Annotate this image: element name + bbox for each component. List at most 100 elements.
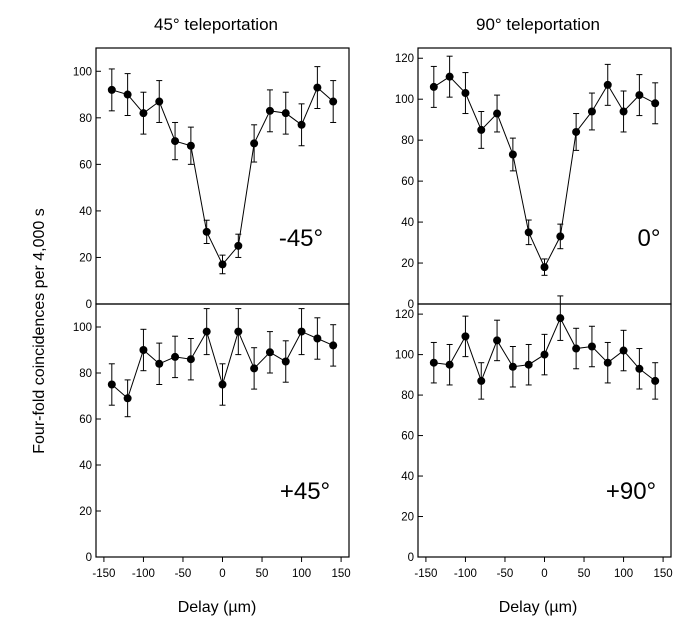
bottom-right-xtick-label: 50: [578, 568, 591, 580]
top-left-data-point: [107, 85, 116, 94]
bottom-left-xtick-label: -150: [92, 568, 115, 580]
bottom-left-data-point: [329, 341, 338, 350]
bottom-right-data-point: [445, 360, 454, 369]
bottom-left-data-point: [281, 357, 290, 366]
bottom-right-xtick-label: -100: [454, 568, 477, 580]
bottom-right-ytick-label: 0: [408, 552, 414, 564]
top-right-data-point: [635, 91, 644, 100]
bottom-left-data-point: [234, 327, 243, 336]
bottom-right-data-point: [572, 344, 581, 353]
bottom-left-ytick-label: 40: [79, 460, 92, 472]
bottom-right-data-point: [429, 358, 438, 367]
bottom-left-data-point: [218, 380, 227, 389]
top-right-data-point: [445, 72, 454, 81]
bottom-left-angle-label: +45°: [280, 478, 330, 505]
top-right-ytick-label: 40: [401, 217, 414, 229]
top-right-data-point: [477, 125, 486, 134]
bottom-right-angle-label: +90°: [606, 478, 656, 505]
top-left-data-point: [297, 120, 306, 129]
bottom-right-data-point: [493, 336, 502, 345]
bottom-left-panel: 0 20 40 60 80 100 -150 -100 -50 0 50 100 150 +45°: [73, 303, 351, 580]
bottom-left-xtick-label: 150: [332, 568, 351, 580]
bottom-left-ytick-label: 100: [73, 322, 92, 334]
bottom-right-ytick-label: 120: [395, 309, 414, 321]
bottom-left-ytick-label: 20: [79, 506, 92, 518]
top-right-data-point: [556, 232, 565, 241]
bottom-left-data-point: [202, 327, 211, 336]
top-right-data-point: [651, 99, 660, 108]
bottom-right-data-point: [556, 314, 565, 323]
bottom-right-data-point: [651, 376, 660, 385]
bottom-left-data-point: [265, 348, 274, 357]
top-left-data-point: [186, 141, 195, 150]
bottom-right-ytick-label: 20: [401, 512, 414, 524]
bottom-right-data-point: [603, 358, 612, 367]
bottom-right-ytick-label: 60: [401, 431, 414, 443]
bottom-right-data-point: [508, 362, 517, 371]
top-right-data-point: [619, 107, 628, 116]
top-right-series-line: [433, 76, 656, 269]
top-left-data-point: [265, 106, 274, 115]
top-left-ytick-label: 20: [79, 252, 92, 264]
bottom-right-data-point: [619, 346, 628, 355]
left-column-title: 45° teleportation: [154, 15, 278, 34]
bottom-right-data-point: [540, 350, 549, 359]
bottom-left-ytick-label: 0: [86, 552, 92, 564]
bottom-right-xtick-label: -50: [497, 568, 514, 580]
bottom-right-ytick-label: 80: [401, 390, 414, 402]
top-left-panel: 0 20 40 60 80 100 -45°: [73, 47, 350, 311]
top-left-data-point: [155, 97, 164, 106]
top-right-data-point: [587, 107, 596, 116]
top-right-ytick-label: 60: [401, 176, 414, 188]
bottom-right-ytick-label: 40: [401, 471, 414, 483]
right-column-title: 90° teleportation: [476, 15, 600, 34]
bottom-right-xtick-label: -150: [414, 568, 437, 580]
bottom-left-data-point: [171, 352, 180, 361]
top-right-data-point: [572, 127, 581, 136]
top-right-data-point: [429, 82, 438, 91]
y-axis-title: Four-fold coincidences per 4,000 s: [31, 208, 48, 453]
top-right-data-point: [461, 89, 470, 98]
top-right-ytick-label: 120: [395, 53, 414, 65]
bottom-right-xtick-label: 0: [541, 568, 547, 580]
bottom-left-ytick-label: 60: [79, 414, 92, 426]
bottom-left-data-point: [139, 346, 148, 354]
bottom-left-xtick-label: 50: [256, 568, 269, 580]
top-right-ytick-label: 100: [395, 94, 414, 106]
bottom-left-xtick-label: -100: [132, 568, 155, 580]
top-left-ytick-label: 40: [79, 206, 92, 218]
bottom-right-data-point: [635, 364, 644, 373]
bottom-left-frame: [95, 303, 350, 558]
bottom-right-data-point: [524, 360, 533, 369]
top-left-ytick-label: 60: [79, 159, 92, 171]
top-left-data-point: [171, 137, 180, 146]
top-left-data-point: [281, 109, 290, 118]
bottom-left-xtick-label: -50: [175, 568, 192, 580]
top-right-ytick-label: 20: [401, 258, 414, 270]
top-right-angle-label: 0°: [638, 225, 661, 252]
bottom-right-xtick-label: 100: [614, 568, 633, 580]
top-left-data-point: [234, 241, 243, 250]
top-left-data-point: [329, 97, 338, 106]
bottom-left-data-point: [313, 334, 322, 343]
bottom-left-xtick-label: 0: [219, 568, 225, 580]
bottom-left-data-point: [297, 327, 306, 336]
right-x-axis-title: Delay (µm): [499, 599, 578, 616]
top-right-ytick-label: 80: [401, 135, 414, 147]
top-right-data-point: [508, 150, 517, 159]
top-left-ytick-label: 0: [86, 299, 92, 311]
top-left-ytick-label: 80: [79, 113, 92, 125]
top-right-data-point: [524, 228, 533, 237]
bottom-left-data-point: [250, 364, 259, 373]
left-x-axis-title: Delay (µm): [178, 599, 257, 616]
top-left-data-point: [123, 90, 132, 99]
bottom-right-data-point: [461, 332, 470, 341]
top-right-data-point: [603, 80, 612, 89]
top-right-data-point: [493, 109, 502, 118]
top-right-data-point: [540, 263, 549, 272]
bottom-right-xtick-label: 150: [654, 568, 673, 580]
top-left-data-point: [202, 227, 211, 236]
top-right-panel: 0 20 40 60 80 100 120 0°: [395, 47, 672, 311]
